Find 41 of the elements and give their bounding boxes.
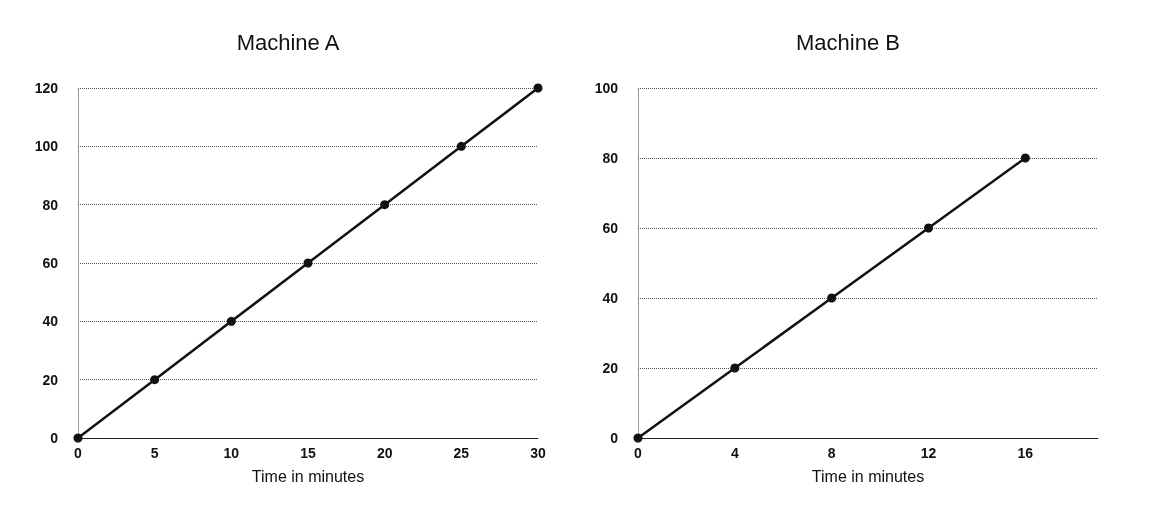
- x-tick-label: 16: [1017, 445, 1034, 461]
- x-tick-label: 8: [827, 445, 836, 461]
- point: [827, 293, 837, 303]
- y-tick-label: 40: [42, 313, 59, 330]
- point: [924, 223, 934, 233]
- chart-title: Machine B: [796, 29, 900, 55]
- x-tick-label: 0: [634, 445, 643, 461]
- x-tick-label: 10: [223, 445, 240, 461]
- point: [150, 375, 160, 385]
- chart-title: Machine A: [236, 29, 340, 55]
- point: [73, 433, 83, 443]
- point: [633, 433, 643, 443]
- x-tick-label: 15: [300, 445, 316, 461]
- x-axis-title: Time in minutes: [811, 467, 925, 485]
- x-tick-label: 12: [920, 445, 937, 461]
- y-tick-label: 80: [42, 196, 59, 213]
- x-tick-label: 30: [530, 445, 546, 461]
- point: [1020, 153, 1030, 163]
- y-tick-label: 80: [602, 150, 619, 166]
- y-tick-label: 20: [42, 371, 59, 388]
- y-tick-label: 0: [50, 430, 59, 446]
- x-axis-title: Time in minutes: [251, 467, 365, 485]
- point: [730, 363, 740, 373]
- x-tick-label: 4: [730, 445, 739, 461]
- y-tick-label: 60: [42, 255, 59, 271]
- y-tick-label: 120: [34, 80, 59, 96]
- x-tick-label: 0: [74, 445, 83, 461]
- y-tick-label: 0: [610, 430, 619, 446]
- x-tick-label: 5: [150, 445, 159, 461]
- point: [533, 83, 543, 93]
- y-tick-label: 100: [34, 138, 59, 155]
- point: [380, 200, 390, 210]
- point: [303, 258, 313, 268]
- y-tick-label: 40: [602, 290, 619, 306]
- y-tick-label: 100: [594, 80, 619, 96]
- x-tick-label: 20: [376, 445, 393, 461]
- y-tick-label: 60: [602, 220, 619, 236]
- point: [226, 316, 236, 326]
- point: [456, 141, 466, 151]
- y-tick-label: 20: [602, 360, 619, 376]
- x-tick-label: 25: [453, 445, 470, 461]
